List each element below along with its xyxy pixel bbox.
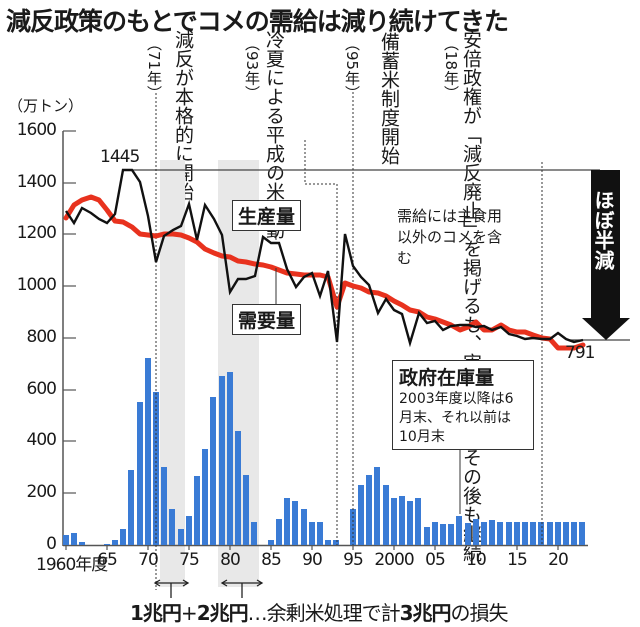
x-tick-05: 05 bbox=[425, 550, 446, 570]
event-lines bbox=[155, 92, 543, 590]
annotation-2018-year: （18年） bbox=[442, 36, 460, 101]
x-axis-ticks bbox=[65, 545, 559, 550]
y-axis-ticks bbox=[63, 130, 76, 494]
halved-label: ほぼ半減 bbox=[591, 190, 615, 270]
shaded-band-ext-2 bbox=[218, 545, 259, 587]
annotation-1993-year: （93年） bbox=[243, 36, 261, 101]
annotation-1995-year: （95年） bbox=[343, 36, 361, 101]
y-tick-200: 200 bbox=[26, 482, 57, 502]
x-tick-15: 15 bbox=[507, 550, 528, 570]
cost-summary: 1兆円+2兆円…余剰米処理で計3兆円の損失 bbox=[130, 597, 509, 626]
cost-total: 3兆円 bbox=[399, 601, 452, 625]
x-tick-20: 20 bbox=[548, 550, 569, 570]
cost-rest: …余剰米処理で計 bbox=[247, 601, 401, 625]
stock-bars bbox=[63, 358, 585, 545]
x-tick-95: 95 bbox=[343, 550, 364, 570]
x-tick-70: 70 bbox=[138, 550, 159, 570]
y-tick-0: 0 bbox=[46, 534, 57, 554]
demand-legend-label: 需要量 bbox=[232, 304, 302, 335]
chart-title: 減反政策のもとでコメの需給は減り続けてきた bbox=[6, 7, 509, 36]
cost-tail: の損失 bbox=[450, 601, 509, 625]
y-tick-400: 400 bbox=[26, 430, 57, 450]
y-axis-unit: （万トン） bbox=[8, 97, 84, 115]
x-tick-1960: 1960年度 bbox=[36, 555, 108, 575]
cost-part-2: 2兆円 bbox=[196, 601, 249, 625]
y-tick-1600: 1600 bbox=[16, 120, 57, 140]
production-legend-label: 生産量 bbox=[232, 200, 302, 231]
annotation-1971-text: 減反が本格的に開始 bbox=[172, 30, 194, 201]
production-line bbox=[65, 168, 584, 348]
x-tick-2000: 2000 bbox=[374, 550, 414, 570]
x-tick-80: 80 bbox=[220, 550, 241, 570]
x-tick-85: 85 bbox=[261, 550, 282, 570]
cost-plus: + bbox=[180, 601, 198, 625]
x-tick-65: 65 bbox=[97, 550, 118, 570]
x-tick-75: 75 bbox=[179, 550, 200, 570]
latest-value-label: 791 bbox=[565, 343, 595, 363]
y-tick-1400: 1400 bbox=[16, 172, 57, 192]
stock-legend-box: 政府在庫量 2003年度以降は6月末、それ以前は10月末 bbox=[392, 360, 534, 450]
peak-value-label: 1445 bbox=[100, 147, 140, 167]
y-tick-1000: 1000 bbox=[16, 275, 57, 295]
y-tick-800: 800 bbox=[26, 327, 57, 347]
annotation-1995-text: 備蓄米制度開始 bbox=[378, 32, 400, 165]
annotation-1971-year: （71年） bbox=[145, 36, 163, 101]
cost-part-1: 1兆円 bbox=[130, 601, 182, 625]
y-tick-1200: 1200 bbox=[16, 223, 57, 243]
halved-arrow-icon bbox=[582, 170, 630, 340]
stock-legend-title: 政府在庫量 bbox=[399, 367, 495, 389]
stock-legend-note: 2003年度以降は6月末、それ以前は10月末 bbox=[399, 391, 514, 445]
x-tick-90: 90 bbox=[302, 550, 323, 570]
x-tick-10: 10 bbox=[466, 550, 487, 570]
annotation-1993-text: 冷夏による平成の米騒動 bbox=[263, 30, 285, 239]
y-tick-600: 600 bbox=[26, 379, 57, 399]
cost-range-arrows bbox=[153, 579, 264, 598]
supply-demand-note: 需給には主食用以外のコメを含む bbox=[397, 207, 503, 267]
shaded-band-ext-1 bbox=[160, 545, 185, 587]
